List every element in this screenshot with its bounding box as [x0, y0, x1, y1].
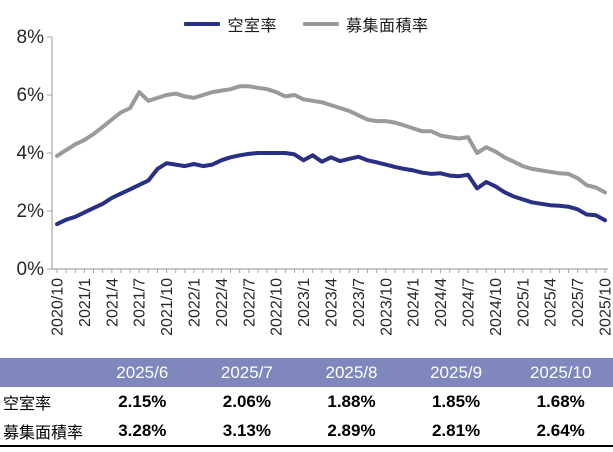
x-axis-tick-label: 2021/7 [132, 278, 149, 327]
y-axis-tick-label: 6% [17, 85, 45, 106]
x-axis-tick-label: 2021/4 [104, 278, 121, 327]
summary-table: 2025/6 2025/7 2025/8 2025/9 2025/10 空室率 2.15%… [0, 358, 613, 447]
column-header-empty [0, 358, 90, 387]
legend-label-vacancy-rate: 空室率 [227, 18, 277, 35]
x-axis-tick-label: 2021/1 [77, 278, 94, 327]
table-cell: 2.15% [118, 391, 167, 411]
table-cell: 2.64% [536, 420, 585, 440]
x-axis-tick-label: 2022/7 [241, 278, 258, 327]
x-axis-tick-label: 2023/7 [351, 278, 368, 327]
listing-area-rate-line-swatch [303, 22, 339, 26]
table-cell: 2.89% [327, 420, 376, 440]
x-axis-tick-label: 2025/10 [598, 278, 613, 336]
y-axis-tick-label: 4% [17, 143, 45, 164]
table-row: 空室率 2.15% 2.06% 1.88% 1.85% 1.68% [0, 387, 613, 416]
y-axis-tick-label: 2% [17, 201, 45, 222]
listing-area-rate-line [55, 84, 607, 195]
table-row: 募集面積率 3.28% 3.13% 2.89% 2.81% 2.64% [0, 416, 613, 446]
header-row: 2025/6 2025/7 2025/8 2025/9 2025/10 [0, 358, 613, 387]
x-axis-tick-label: 2024/4 [433, 278, 450, 327]
column-header-2025-10: 2025/10 [508, 358, 613, 387]
x-axis-tick-label: 2024/10 [488, 278, 505, 336]
row-label: 募集面積率 [3, 424, 84, 442]
x-axis-tick-label: 2025/1 [515, 278, 532, 327]
table-cell: 2.06% [222, 391, 271, 411]
x-axis-tick-label: 2022/10 [269, 278, 286, 336]
legend-item-listing-area-rate: 募集面積率 [303, 12, 429, 36]
chart-legend: 空室率 募集面積率 [0, 12, 613, 36]
x-axis-tick-label: 2025/7 [570, 278, 587, 327]
legend-item-vacancy-rate: 空室率 [184, 12, 277, 36]
vacancy-rate-line-swatch [184, 22, 221, 26]
table-cell: 1.85% [431, 391, 481, 411]
x-axis-tick-label: 2024/7 [461, 278, 478, 327]
x-axis-tick-label: 2023/10 [378, 278, 395, 336]
table-cell: 2.81% [431, 420, 481, 440]
table-cell: 1.68% [536, 391, 585, 411]
y-axis-tick-label: 0% [17, 259, 45, 280]
x-axis-tick-label: 2024/1 [406, 278, 423, 327]
vacancy-rate-line [55, 151, 607, 227]
x-axis-tick-label: 2023/1 [296, 278, 313, 327]
chart-area: 空室率 募集面積率 0% 2% 4% 6% 8% 2020/10 2021/1 2021/4 2… [0, 12, 613, 336]
row-label: 空室率 [3, 395, 52, 413]
x-axis-tick-label: 2022/4 [214, 278, 231, 327]
x-axis-tick-label: 2023/4 [324, 278, 341, 327]
x-axis-tick-label: 2025/4 [543, 278, 560, 327]
summary-table-header: 2025/6 2025/7 2025/8 2025/9 2025/10 [0, 358, 613, 387]
y-axis-tick-label: 8% [17, 27, 45, 48]
column-header-2025-9: 2025/9 [403, 358, 509, 387]
column-header-2025-8: 2025/8 [299, 358, 404, 387]
x-axis-tick-label: 2021/10 [159, 278, 176, 336]
line-chart: 0% 2% 4% 6% 8% 2020/10 2021/1 2021/4 2021/7 2021/… [17, 27, 613, 336]
column-header-2025-7: 2025/7 [194, 358, 300, 387]
table-cell: 3.13% [222, 420, 271, 440]
column-header-2025-6: 2025/6 [90, 358, 195, 387]
legend-label-listing-area-rate: 募集面積率 [346, 18, 429, 35]
x-axis-tick-label: 2022/1 [187, 278, 204, 327]
table-cell: 3.28% [118, 420, 167, 440]
table-cell: 1.88% [327, 391, 376, 411]
x-axis-tick-label: 2020/10 [50, 278, 67, 336]
